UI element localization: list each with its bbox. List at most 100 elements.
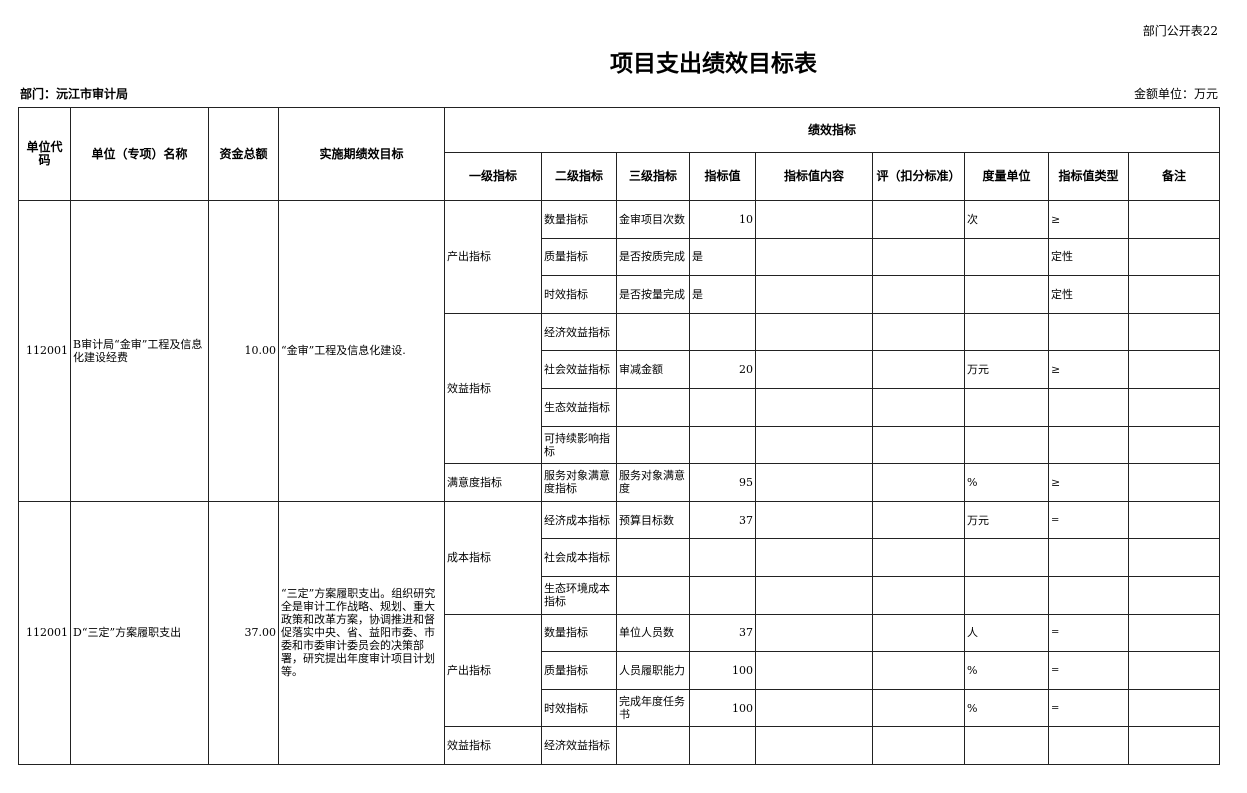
value-type: ≥ — [1048, 200, 1129, 239]
value-type: ≥ — [1048, 350, 1129, 389]
value-type: = — [1048, 500, 1129, 540]
level3-indicator: 人员履职能力 — [616, 651, 690, 690]
level2-indicator: 数量指标 — [541, 200, 617, 239]
level1-indicator: 效益指标 — [444, 726, 542, 765]
criteria — [872, 688, 965, 728]
value-content — [755, 387, 873, 427]
note — [1128, 237, 1220, 277]
level2-indicator: 可持续影响指标 — [541, 425, 617, 465]
indicator-value: 是 — [689, 237, 756, 277]
note — [1128, 425, 1220, 465]
value-type — [1048, 538, 1129, 577]
level2-indicator: 生态效益指标 — [541, 387, 617, 427]
measure-unit: % — [964, 463, 1049, 502]
criteria — [872, 651, 965, 690]
level3-indicator: 预算目标数 — [616, 500, 690, 540]
level3-indicator: 是否按量完成 — [616, 275, 690, 314]
level1-indicator: 效益指标 — [444, 312, 542, 465]
note — [1128, 613, 1220, 653]
goal: “金审”工程及信息化建设. — [278, 200, 445, 502]
value-content — [755, 425, 873, 465]
measure-unit: 万元 — [964, 500, 1049, 540]
level1-indicator: 成本指标 — [444, 500, 542, 615]
form-number: 部门公开表22 — [1142, 24, 1218, 38]
value-content — [755, 463, 873, 502]
criteria — [872, 200, 965, 239]
level1-indicator: 产出指标 — [444, 613, 542, 728]
indicator-value: 100 — [689, 651, 756, 690]
value-type: = — [1048, 651, 1129, 690]
note — [1128, 387, 1220, 427]
value-type: = — [1048, 613, 1129, 653]
value-content — [755, 688, 873, 728]
value-content — [755, 237, 873, 277]
indicator-value — [689, 538, 756, 577]
level3-indicator — [616, 538, 690, 577]
header-criteria: 评（扣分标准） — [872, 152, 965, 201]
value-type: 定性 — [1048, 275, 1129, 314]
level3-indicator — [616, 575, 690, 615]
unit-name: D“三定”方案履职支出 — [70, 500, 209, 765]
unit-code: 112001 — [18, 500, 71, 765]
note — [1128, 312, 1220, 352]
value-content — [755, 651, 873, 690]
level1-indicator: 满意度指标 — [444, 463, 542, 502]
value-content — [755, 275, 873, 314]
level2-indicator: 质量指标 — [541, 651, 617, 690]
level2-indicator: 经济效益指标 — [541, 312, 617, 352]
indicator-value: 是 — [689, 275, 756, 314]
value-type: 定性 — [1048, 237, 1129, 277]
criteria — [872, 613, 965, 653]
level3-indicator — [616, 312, 690, 352]
note — [1128, 726, 1220, 765]
header-value-type: 指标值类型 — [1048, 152, 1129, 201]
header-value-content: 指标值内容 — [755, 152, 873, 201]
level2-indicator: 社会成本指标 — [541, 538, 617, 577]
level3-indicator: 审减金额 — [616, 350, 690, 389]
criteria — [872, 575, 965, 615]
level3-indicator: 服务对象满意度 — [616, 463, 690, 502]
measure-unit — [964, 726, 1049, 765]
table-row: 产出指标 数量指标 单位人员数 37 人 = — [19, 613, 1220, 728]
measure-unit — [964, 538, 1049, 577]
header-indicators: 绩效指标 — [444, 107, 1220, 153]
note — [1128, 651, 1220, 690]
total-funds: 10.00 — [208, 200, 279, 502]
value-type — [1048, 312, 1129, 352]
level2-indicator: 质量指标 — [541, 237, 617, 277]
level2-indicator: 时效指标 — [541, 275, 617, 314]
value-type — [1048, 726, 1129, 765]
criteria — [872, 425, 965, 465]
unit-code: 112001 — [18, 200, 71, 502]
table-row: 质量指标 人员履职能力 100% = — [19, 651, 1220, 690]
page-title: 项目支出绩效目标表 — [610, 51, 817, 77]
table-row: 社会成本指标 — [19, 538, 1220, 577]
indicator-value: 95 — [689, 463, 756, 502]
indicator-value — [689, 312, 756, 352]
header-goal: 实施期绩效目标 — [278, 107, 445, 201]
goal: “三定”方案履职支出。组织研究全是审计工作战略、规划、重大政策和改革方案，协调推… — [278, 500, 445, 765]
level2-indicator: 经济效益指标 — [541, 726, 617, 765]
level2-indicator: 经济成本指标 — [541, 500, 617, 540]
note — [1128, 688, 1220, 728]
table-row: 满意度指标 服务对象满意度指标 服务对象满意度 95% ≥ — [19, 463, 1220, 502]
header-measure-unit: 度量单位 — [964, 152, 1049, 201]
level3-indicator: 单位人员数 — [616, 613, 690, 653]
indicator-value: 100 — [689, 688, 756, 728]
value-content — [755, 312, 873, 352]
level2-indicator: 时效指标 — [541, 688, 617, 728]
header-level1: 一级指标 — [444, 152, 542, 201]
criteria — [872, 237, 965, 277]
measure-unit: 人 — [964, 613, 1049, 653]
measure-unit — [964, 275, 1049, 314]
measure-unit: % — [964, 651, 1049, 690]
value-content — [755, 500, 873, 540]
header-total-funds: 资金总额 — [208, 107, 279, 201]
indicator-value — [689, 726, 756, 765]
indicator-value — [689, 387, 756, 427]
table-row: 质量指标 是否按质完成是 定性 — [19, 237, 1220, 277]
measure-unit: % — [964, 688, 1049, 728]
measure-unit: 次 — [964, 200, 1049, 239]
amount-unit-label: 金额单位：万元 — [1133, 87, 1218, 101]
measure-unit — [964, 575, 1049, 615]
